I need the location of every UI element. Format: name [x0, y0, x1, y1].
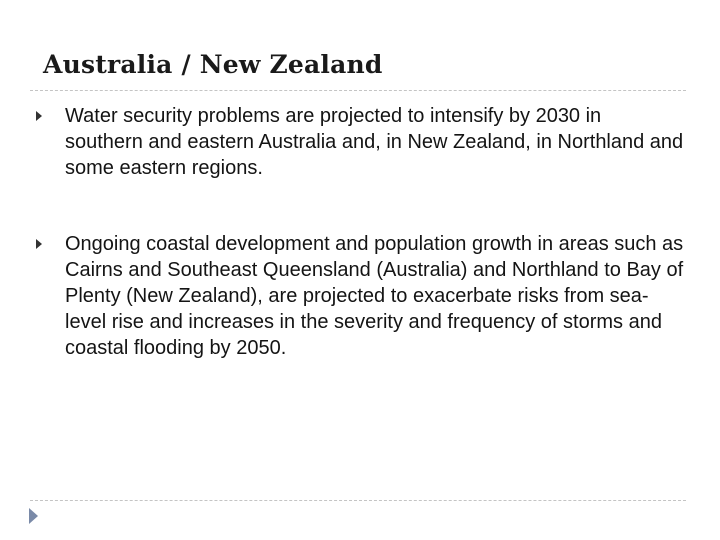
bullet-text: Water security problems are projected to…	[65, 105, 684, 179]
bullet-list: Water security problems are projected to…	[34, 103, 684, 361]
list-item: Water security problems are projected to…	[34, 103, 684, 181]
slide-title: Australia / New Zealand	[43, 50, 383, 79]
play-arrow-icon[interactable]	[29, 508, 38, 524]
bullet-text: Ongoing coastal development and populati…	[65, 233, 684, 359]
list-item: Ongoing coastal development and populati…	[34, 231, 684, 361]
title-divider	[30, 90, 686, 91]
triangle-right-icon	[36, 239, 42, 249]
footer-divider	[30, 500, 686, 501]
triangle-right-icon	[36, 111, 42, 121]
